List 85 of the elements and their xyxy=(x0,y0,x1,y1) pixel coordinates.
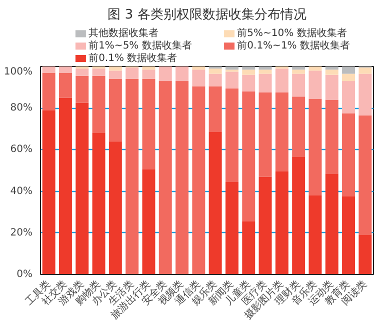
bar xyxy=(108,66,122,71)
bar xyxy=(342,81,356,114)
legend-label: 前5%~10% 数据收集者 xyxy=(237,27,347,40)
bar xyxy=(342,113,356,196)
y-tick-label: 0% xyxy=(16,269,33,280)
bar xyxy=(92,68,106,76)
bar xyxy=(76,102,89,274)
bar xyxy=(126,68,139,79)
bar xyxy=(308,66,322,71)
bar xyxy=(108,70,122,79)
bar xyxy=(142,70,156,79)
bar xyxy=(142,66,156,70)
bar xyxy=(358,115,372,235)
bar xyxy=(308,70,322,99)
bar xyxy=(275,172,288,274)
bar xyxy=(358,74,372,116)
bar xyxy=(192,66,206,70)
bar xyxy=(342,66,356,74)
bar xyxy=(258,70,272,74)
legend-label: 前1%~5% 数据收集者 xyxy=(88,40,192,52)
bar xyxy=(225,66,238,70)
bar xyxy=(242,70,256,75)
legend-label: 前0.1%~1% 数据收集者 xyxy=(237,40,350,52)
bar xyxy=(292,96,306,157)
bar xyxy=(192,70,206,86)
bar xyxy=(142,78,156,170)
bar xyxy=(208,86,222,132)
bar xyxy=(108,78,122,142)
bar xyxy=(258,176,272,274)
bar xyxy=(292,156,306,274)
bar xyxy=(126,78,139,274)
bar xyxy=(58,98,72,274)
legend-label: 其他数据收集者 xyxy=(88,27,159,40)
bar xyxy=(325,174,338,274)
bar xyxy=(342,196,356,274)
y-tick-label: 80% xyxy=(10,102,33,114)
y-tick-label: 40% xyxy=(10,186,33,197)
bar xyxy=(58,72,72,98)
bar xyxy=(158,66,172,82)
bar xyxy=(325,66,338,70)
bar xyxy=(258,66,272,70)
bar xyxy=(142,169,156,274)
bar xyxy=(325,100,338,174)
bar xyxy=(76,76,89,103)
bar xyxy=(308,195,322,274)
bar xyxy=(176,81,189,274)
bar xyxy=(42,72,56,110)
bar xyxy=(325,74,338,100)
bar xyxy=(158,81,172,274)
bar xyxy=(358,68,372,74)
bar xyxy=(342,74,356,82)
bar xyxy=(76,68,89,76)
bar xyxy=(242,91,256,222)
bar xyxy=(258,74,272,92)
bar xyxy=(258,92,272,177)
legend-label: 前0.1% 数据收集者 xyxy=(88,52,178,64)
bar xyxy=(358,234,372,274)
bar xyxy=(225,72,238,88)
bar xyxy=(208,68,222,74)
bar xyxy=(275,92,288,172)
bar xyxy=(58,66,72,73)
bar xyxy=(176,66,189,82)
bar xyxy=(42,110,56,274)
bar xyxy=(325,70,338,75)
y-tick-label: 100% xyxy=(4,66,33,78)
y-tick-label: 20% xyxy=(10,227,33,238)
bar xyxy=(208,132,222,274)
bar xyxy=(275,68,288,92)
bar xyxy=(242,66,256,70)
bar xyxy=(192,86,206,274)
bar xyxy=(208,74,222,86)
bar xyxy=(242,221,256,274)
bar xyxy=(292,74,306,97)
bar xyxy=(42,66,56,73)
bar xyxy=(108,141,122,274)
y-tick-label: 60% xyxy=(10,144,33,156)
bar xyxy=(242,74,256,92)
bar xyxy=(225,88,238,182)
chart-title: 图 3 各类别权限数据收集分布情况 xyxy=(108,8,306,22)
bar xyxy=(225,182,238,274)
bar xyxy=(92,133,106,274)
bar xyxy=(292,70,306,74)
bar xyxy=(308,98,322,196)
bar xyxy=(292,66,306,70)
bar xyxy=(92,76,106,134)
